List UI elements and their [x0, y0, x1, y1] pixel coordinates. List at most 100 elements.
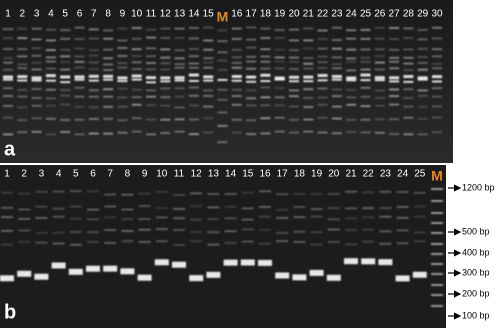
band	[3, 68, 13, 71]
band	[60, 103, 71, 106]
band	[18, 208, 31, 211]
band	[74, 26, 85, 29]
band	[317, 74, 328, 78]
band	[276, 193, 289, 196]
band	[403, 80, 414, 83]
band	[31, 54, 42, 57]
band	[174, 87, 185, 90]
band	[74, 133, 85, 136]
band	[246, 46, 257, 49]
band	[188, 118, 199, 121]
band	[260, 73, 271, 77]
band	[154, 259, 169, 266]
band	[274, 87, 285, 90]
band	[189, 275, 204, 282]
band	[303, 130, 314, 133]
band	[310, 192, 323, 195]
band	[374, 26, 385, 29]
band	[117, 55, 128, 58]
band	[217, 88, 228, 91]
band	[1, 206, 13, 209]
band	[131, 103, 142, 106]
band	[345, 217, 357, 220]
band	[303, 118, 314, 121]
band	[34, 273, 49, 280]
band	[331, 78, 342, 81]
band	[173, 217, 185, 220]
band	[146, 61, 156, 64]
band	[17, 95, 28, 98]
band	[361, 258, 376, 265]
lane-label: 6	[77, 9, 83, 20]
band	[431, 294, 443, 296]
band	[173, 193, 185, 196]
band	[231, 61, 242, 64]
band	[274, 48, 285, 51]
band	[289, 75, 299, 79]
band	[289, 49, 299, 52]
band	[74, 55, 85, 58]
band	[203, 61, 214, 64]
band	[103, 37, 114, 40]
band	[289, 60, 299, 63]
band	[403, 75, 414, 79]
band	[346, 103, 357, 106]
band	[121, 218, 134, 221]
band	[88, 117, 99, 120]
band	[360, 131, 371, 134]
band	[45, 60, 56, 63]
band	[293, 205, 306, 208]
band	[190, 192, 203, 195]
band	[3, 78, 13, 81]
lane-label: 21	[303, 9, 315, 20]
band	[432, 26, 442, 29]
band	[174, 95, 185, 98]
band	[190, 231, 203, 234]
band	[389, 56, 400, 59]
band	[241, 207, 254, 210]
band	[224, 230, 237, 233]
band	[131, 37, 142, 40]
band	[217, 40, 228, 43]
band	[396, 190, 409, 193]
band	[203, 75, 214, 79]
band	[327, 207, 340, 210]
band	[103, 117, 114, 120]
band	[360, 118, 371, 121]
band	[88, 79, 99, 82]
band	[174, 57, 185, 60]
band	[52, 215, 65, 218]
band	[188, 37, 199, 40]
band	[190, 218, 203, 221]
band	[188, 104, 199, 107]
band	[432, 131, 442, 134]
band	[74, 118, 85, 121]
band	[103, 68, 114, 71]
band	[432, 75, 442, 79]
band	[31, 87, 42, 90]
band	[417, 47, 428, 50]
band	[274, 104, 285, 107]
band	[188, 133, 199, 136]
panel-label: a	[4, 138, 16, 160]
band	[260, 96, 271, 99]
band	[362, 207, 375, 210]
band	[131, 74, 142, 78]
band	[403, 116, 414, 119]
lane-label: M	[431, 168, 443, 184]
band	[190, 240, 203, 243]
band	[317, 29, 328, 32]
band	[231, 56, 242, 59]
band	[276, 240, 289, 243]
band	[260, 86, 271, 89]
band	[60, 55, 71, 58]
band	[60, 60, 71, 63]
band	[160, 87, 171, 90]
band	[360, 28, 371, 31]
band	[346, 60, 357, 63]
band	[45, 56, 56, 59]
band	[52, 242, 65, 245]
band	[87, 240, 99, 243]
band	[326, 274, 341, 281]
band	[103, 88, 114, 91]
